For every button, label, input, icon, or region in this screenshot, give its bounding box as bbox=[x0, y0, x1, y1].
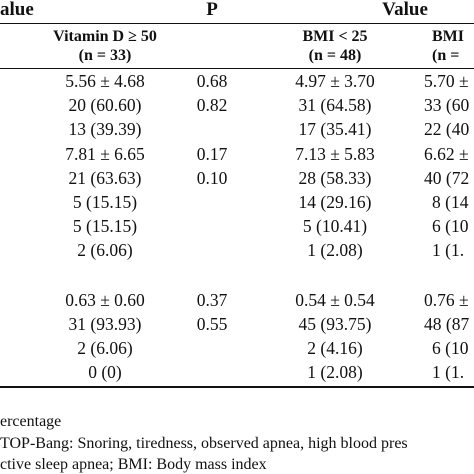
cell-vitd: 20 (60.60) bbox=[68, 95, 142, 115]
cell-bmi-lt: 5 (10.41) bbox=[302, 216, 368, 236]
cell-bmi-ge: 6 (10 bbox=[432, 338, 469, 358]
cell-vitd: 7.81 ± 6.65 bbox=[65, 144, 145, 164]
cell-bmi-ge: 22 (40 bbox=[424, 119, 470, 139]
header-p: P bbox=[206, 0, 218, 20]
cell-bmi-lt: 2 (4.16) bbox=[307, 338, 363, 358]
subheader-bmi-lt-label: BMI < 25 bbox=[302, 28, 368, 45]
cell-vitd: 13 (39.39) bbox=[68, 119, 142, 139]
footnote-2: TOP-Bang: Snoring, tiredness, observed a… bbox=[0, 435, 408, 452]
cell-vitd: 5 (15.15) bbox=[72, 216, 138, 236]
cell-bmi-ge: 8 (14 bbox=[432, 192, 469, 212]
subheader-bmi-ge-n: (n = bbox=[432, 47, 460, 64]
cell-bmi-lt: 4.97 ± 3.70 bbox=[295, 71, 375, 91]
cell-vitd: 0 (0) bbox=[88, 362, 122, 382]
cell-vitd: 2 (6.06) bbox=[77, 338, 133, 358]
table-bottom-rule bbox=[0, 386, 474, 388]
cell-bmi-lt: 31 (64.58) bbox=[298, 95, 372, 115]
footnote-1: ercentage bbox=[0, 413, 62, 430]
subheader-bmi-lt-n: (n = 48) bbox=[308, 47, 362, 64]
subheader-vitd-label: Vitamin D ≥ 50 bbox=[53, 28, 157, 45]
cell-bmi-ge: 6.62 ± bbox=[424, 144, 469, 164]
header-group-right: Value bbox=[382, 0, 428, 20]
cell-vitd: 2 (6.06) bbox=[77, 240, 133, 260]
cell-bmi-lt: 14 (29.16) bbox=[298, 192, 372, 212]
cell-bmi-ge: 1 (1. bbox=[432, 240, 465, 260]
cell-bmi-ge: 1 (1. bbox=[432, 362, 465, 382]
cell-bmi-ge: 48 (87 bbox=[424, 314, 470, 334]
cell-vitd: 5 (15.15) bbox=[72, 192, 138, 212]
cell-bmi-ge: 6 (10 bbox=[432, 216, 469, 236]
cell-vitd: 5.56 ± 4.68 bbox=[65, 71, 145, 91]
header-group-left: alue bbox=[0, 0, 34, 20]
cell-p: 0.82 bbox=[196, 95, 228, 115]
cell-bmi-ge: 5.70 ± bbox=[424, 71, 469, 91]
cell-vitd: 0.63 ± 0.60 bbox=[65, 290, 145, 310]
cell-bmi-lt: 7.13 ± 5.83 bbox=[295, 144, 375, 164]
cell-bmi-ge: 0.76 ± bbox=[424, 290, 469, 310]
cell-vitd: 31 (93.93) bbox=[68, 314, 142, 334]
cell-p: 0.68 bbox=[196, 71, 228, 91]
cell-bmi-lt: 1 (2.08) bbox=[307, 362, 363, 382]
cell-bmi-lt: 28 (58.33) bbox=[298, 168, 372, 188]
cell-bmi-lt: 0.54 ± 0.54 bbox=[295, 290, 375, 310]
cell-bmi-ge: 40 (72 bbox=[424, 168, 470, 188]
cell-p: 0.10 bbox=[196, 168, 228, 188]
header-rule bbox=[0, 23, 474, 24]
cell-p: 0.37 bbox=[196, 290, 228, 310]
cell-bmi-lt: 17 (35.41) bbox=[298, 119, 372, 139]
footnote-3: ctive sleep apnea; BMI: Body mass index bbox=[0, 456, 267, 473]
cell-vitd: 21 (63.63) bbox=[68, 168, 142, 188]
subheader-bmi-ge-label: BMI bbox=[432, 28, 464, 45]
subheader-vitd-n: (n = 33) bbox=[78, 47, 132, 64]
cell-bmi-lt: 45 (93.75) bbox=[298, 314, 372, 334]
cell-p: 0.55 bbox=[196, 314, 228, 334]
subheader-rule bbox=[0, 68, 474, 69]
cell-p: 0.17 bbox=[196, 144, 228, 164]
cell-bmi-lt: 1 (2.08) bbox=[307, 240, 363, 260]
cell-bmi-ge: 33 (60 bbox=[424, 95, 470, 115]
